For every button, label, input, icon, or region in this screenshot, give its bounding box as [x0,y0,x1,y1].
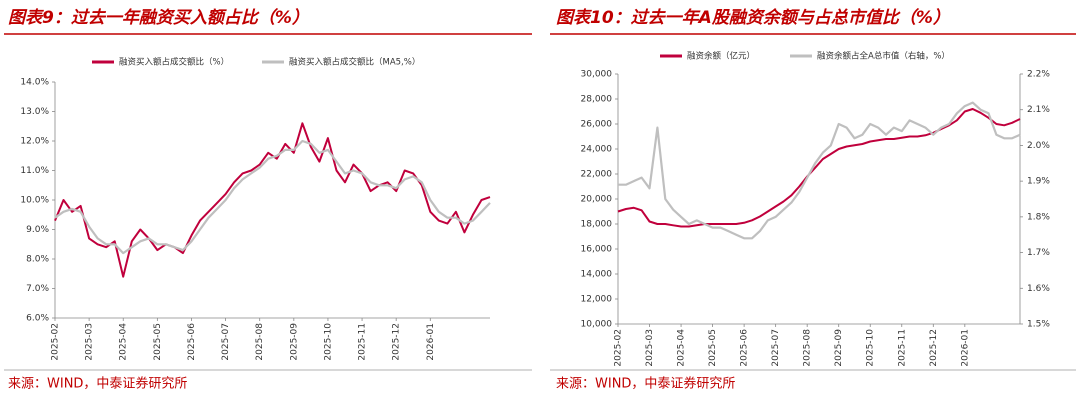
y-tick-label: 18,000 [581,220,613,230]
y-tick-label: 20,000 [581,195,613,205]
x-tick-label: 2025-02 [51,323,61,361]
y2-tick-label: 1.5% [1027,320,1050,330]
y-tick-label: 14,000 [581,270,613,280]
y-tick-label: 11.0% [20,166,49,176]
y-tick-label: 26,000 [581,120,613,130]
legend-label: 融资余额占全A总市值（右轴，%） [817,51,950,62]
y-tick-label: 16,000 [581,245,613,255]
y-tick-label: 10.0% [20,196,49,206]
x-tick-label: 2025-06 [187,323,197,361]
y-tick-label: 12,000 [581,295,613,305]
y2-tick-label: 2.0% [1027,141,1050,151]
x-tick-label: 2025-08 [803,329,813,367]
series-line [54,139,491,255]
y2-tick-label: 1.6% [1027,284,1050,294]
y2-tick-label: 2.2% [1027,70,1050,80]
x-tick-label: 2025-08 [255,323,265,361]
x-tick-label: 2025-12 [392,323,402,361]
legend-label: 融资买入额占成交额比（%） [119,57,229,68]
x-tick-label: 2025-03 [85,323,95,361]
x-tick-label: 2025-11 [897,329,907,367]
y-tick-label: 9.0% [26,225,49,235]
legend-label: 融资余额（亿元） [687,51,755,62]
y-tick-label: 13.0% [20,107,49,117]
chart-title: 图表10：过去一年A股融资余额与占总市值比（%） [556,8,950,28]
x-tick-label: 2025-10 [323,323,333,361]
y-tick-label: 12.0% [20,137,49,147]
series-line [618,101,1021,240]
series-line [617,108,1021,228]
x-tick-label: 2025-06 [740,329,750,367]
x-tick-label: 2025-11 [358,323,368,361]
source: 来源：WIND，中泰证券研究所 [8,376,187,392]
source: 来源：WIND，中泰证券研究所 [556,376,735,392]
x-tick-label: 2025-07 [221,323,231,361]
x-tick-label: 2025-10 [866,329,876,367]
y-tick-label: 24,000 [581,145,613,155]
x-tick-label: 2025-04 [119,323,129,361]
y2-tick-label: 1.8% [1027,212,1050,222]
x-tick-label: 2025-02 [614,329,624,367]
x-tick-label: 2026-01 [426,323,436,361]
x-tick-label: 2025-04 [677,329,687,367]
y-tick-label: 7.0% [26,284,49,294]
x-tick-label: 2026-01 [960,329,970,367]
y2-tick-label: 2.1% [1027,105,1050,115]
y-tick-label: 10,000 [581,320,613,330]
y-tick-label: 30,000 [581,70,613,80]
y-tick-label: 28,000 [581,95,613,105]
y-tick-label: 6.0% [26,314,49,324]
x-tick-label: 2025-09 [834,329,844,367]
x-tick-label: 2025-07 [771,329,781,367]
x-tick-label: 2025-05 [153,323,163,361]
x-tick-label: 2025-12 [929,329,939,367]
y-tick-label: 8.0% [26,255,49,265]
x-tick-label: 2025-03 [645,329,655,367]
x-tick-label: 2025-09 [289,323,299,361]
y2-tick-label: 1.7% [1027,248,1050,258]
chart-title: 图表9：过去一年融资买入额占比（%） [8,8,309,28]
y-tick-label: 14.0% [20,78,49,88]
y-tick-label: 22,000 [581,170,613,180]
x-tick-label: 2025-05 [708,329,718,367]
y2-tick-label: 1.9% [1027,177,1050,187]
legend-label: 融资买入额占成交额比（MA5,%） [289,57,420,68]
